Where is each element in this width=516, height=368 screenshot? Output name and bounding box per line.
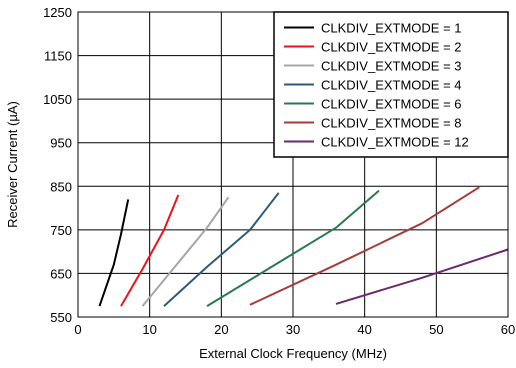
x-tick-label: 10 [142, 322, 156, 337]
series-line-5 [206, 189, 380, 307]
series-line-1 [98, 199, 130, 307]
legend-label: CLKDIV_EXTMODE = 1 [321, 21, 462, 36]
y-tick-label: 750 [50, 223, 72, 238]
x-tick-label: 0 [74, 322, 81, 337]
series-line-3 [141, 196, 230, 307]
series-line-4 [163, 192, 280, 307]
legend: CLKDIV_EXTMODE = 1 CLKDIV_EXTMODE = 2 CLKD… [273, 11, 509, 158]
y-tick-label: 1150 [44, 49, 72, 64]
series-line-7 [335, 248, 509, 305]
series-line-6 [249, 186, 480, 306]
x-axis-title: External Clock Frequency (MHz) [199, 346, 387, 361]
y-axis-title: Receiver Current (µA) [5, 101, 20, 228]
series-line-2 [120, 194, 180, 307]
y-tick-label: 650 [50, 266, 72, 281]
x-tick-label: 20 [214, 322, 228, 337]
legend-label: CLKDIV_EXTMODE = 8 [321, 116, 462, 131]
y-tick-label: 1050 [43, 92, 72, 107]
legend-label: CLKDIV_EXTMODE = 4 [321, 78, 462, 93]
y-tick-label: 1250 [43, 5, 72, 20]
x-tick-label: 50 [429, 322, 443, 337]
legend-label: CLKDIV_EXTMODE = 6 [321, 97, 462, 112]
x-tick-label: 30 [286, 322, 300, 337]
y-tick-label: 950 [50, 136, 72, 151]
y-tick-label: 850 [50, 179, 72, 194]
legend-label: CLKDIV_EXTMODE = 12 [321, 135, 469, 150]
tick-labels: 0 10 20 30 40 50 60 550 650 750 850 950 1050 1150 1250 [43, 5, 515, 337]
y-tick-label: 550 [50, 310, 72, 325]
legend-label: CLKDIV_EXTMODE = 3 [321, 59, 462, 74]
legend-label: CLKDIV_EXTMODE = 2 [321, 40, 462, 55]
x-tick-label: 40 [357, 322, 371, 337]
series-layer [98, 186, 509, 307]
x-tick-label: 60 [501, 322, 515, 337]
